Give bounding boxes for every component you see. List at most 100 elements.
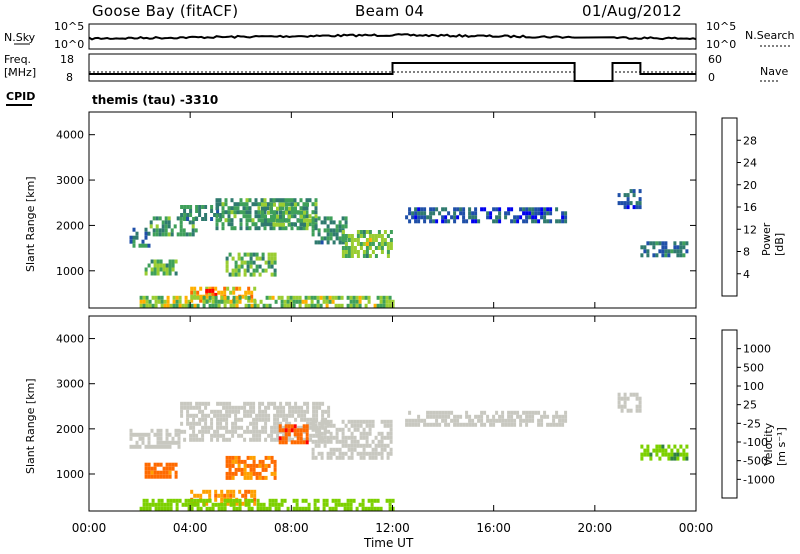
heatmap-cell: [306, 218, 309, 223]
heatmap-cell: [498, 215, 502, 220]
heatmap-cell: [187, 299, 191, 304]
heatmap-cell: [335, 447, 339, 452]
heatmap-cell: [174, 271, 178, 276]
heatmap-cell: [635, 201, 639, 206]
heatmap-cell: [267, 401, 271, 406]
heatmap-cell: [305, 226, 309, 231]
heatmap-cell: [217, 493, 221, 498]
heatmap-cell: [355, 299, 359, 304]
heatmap-cell: [635, 205, 639, 210]
heatmap-cell: [338, 240, 342, 245]
heatmap-cell: [643, 452, 647, 457]
heatmap-cell: [620, 201, 624, 206]
x-tick-label: 04:00: [173, 521, 208, 535]
heatmap-cell: [365, 431, 369, 436]
noise-right-tick-top: 10^5: [706, 20, 737, 33]
heatmap-cell: [365, 423, 369, 428]
heatmap-cell: [362, 431, 366, 436]
heatmap-cell: [138, 436, 142, 441]
heatmap-cell: [306, 405, 310, 410]
heatmap-cell: [192, 437, 196, 442]
heatmap-cell: [201, 413, 205, 418]
heatmap-cell: [147, 231, 151, 236]
heatmap-cell: [273, 429, 277, 434]
heatmap-cell: [210, 425, 214, 430]
heatmap-cell: [231, 272, 235, 277]
heatmap-cell: [249, 467, 253, 472]
heatmap-cell: [312, 413, 316, 418]
heatmap-cell: [237, 409, 241, 414]
heatmap-cell: [153, 470, 157, 475]
heatmap-cell: [664, 448, 668, 453]
heatmap-cell: [252, 433, 256, 438]
heatmap-cell: [379, 299, 383, 304]
heatmap-cell: [389, 242, 393, 246]
heatmap-cell: [251, 202, 255, 207]
heatmap-cell: [661, 241, 665, 246]
heatmap-cell: [474, 207, 478, 212]
heatmap-cell: [531, 418, 535, 423]
heatmap-cell: [205, 294, 209, 299]
heatmap-cell: [190, 489, 194, 494]
heatmap-cell: [145, 498, 149, 503]
heatmap-cell: [147, 470, 151, 475]
heatmap-cell: [328, 506, 332, 511]
heatmap-cell: [287, 198, 291, 203]
heatmap-cell: [341, 435, 345, 440]
heatmap-cell: [264, 429, 268, 434]
heatmap-cell: [305, 436, 309, 441]
heatmap-cell: [459, 207, 463, 212]
heatmap-cell: [368, 431, 372, 436]
heatmap-cell: [261, 467, 265, 472]
heatmap-cell: [528, 418, 532, 423]
heatmap-cell: [204, 205, 208, 209]
heatmap-cell: [277, 502, 281, 507]
heatmap-cell: [199, 286, 203, 291]
heatmap-cell: [243, 463, 247, 468]
heatmap-cell: [389, 238, 393, 242]
heatmap-cell: [225, 437, 229, 442]
heatmap-cell: [156, 432, 160, 437]
heatmap-cell: [537, 207, 541, 212]
heatmap-cell: [353, 423, 357, 428]
heatmap-cell: [380, 238, 384, 242]
heatmap-cell: [244, 290, 248, 295]
heatmap-cell: [258, 433, 262, 438]
heatmap-cell: [355, 506, 359, 511]
heatmap-cell: [435, 414, 439, 419]
heatmap-cell: [361, 295, 365, 300]
heatmap-cell: [373, 506, 377, 511]
heatmap-cell: [157, 506, 161, 511]
heatmap-cell: [306, 222, 309, 227]
heatmap-cell: [145, 299, 149, 304]
heatmap-cell: [169, 498, 173, 503]
heatmap-cell: [280, 299, 284, 304]
heatmap-cell: [525, 219, 529, 224]
heatmap-cell: [435, 422, 439, 427]
heatmap-cell: [346, 295, 350, 300]
heatmap-cell: [302, 206, 306, 211]
heatmap-cell: [661, 245, 665, 250]
heatmap-cell: [175, 303, 179, 308]
heatmap-cell: [290, 428, 294, 433]
heatmap-cell: [154, 303, 158, 308]
heatmap-cell: [341, 224, 345, 229]
heatmap-cell: [250, 294, 254, 299]
heatmap-cell: [180, 421, 184, 426]
heatmap-cell: [237, 405, 241, 410]
heatmap-cell: [231, 409, 235, 414]
heatmap-cell: [335, 431, 339, 436]
heatmap-cell: [223, 303, 227, 308]
heatmap-cell: [317, 439, 321, 444]
heatmap-cell: [525, 211, 529, 216]
heatmap-cell: [552, 418, 556, 423]
heatmap-cell: [174, 259, 178, 264]
heatmap-cell: [285, 421, 289, 426]
heatmap-cell: [408, 207, 412, 212]
heatmap-cell: [231, 405, 235, 410]
heatmap-cell: [332, 228, 336, 233]
heatmap-cell: [417, 207, 421, 212]
heatmap-cell: [480, 414, 484, 419]
heatmap-cell: [201, 401, 205, 406]
heatmap-cell: [362, 250, 366, 254]
